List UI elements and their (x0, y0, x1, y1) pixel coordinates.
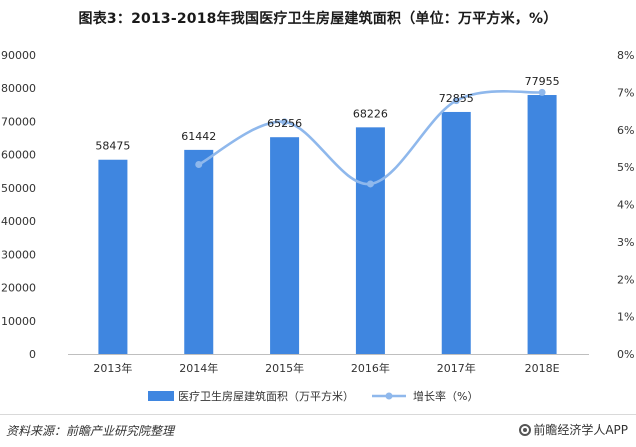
brand: 前瞻经济学人APP (519, 421, 628, 438)
y-right-tick-label: 1% (617, 311, 634, 324)
x-tick-label: 2016年 (351, 361, 390, 375)
y-right-tick-label: 6% (617, 124, 634, 137)
footer: 资料来源：前瞻产业研究院整理 前瞻经济学人APP (0, 414, 636, 447)
x-tick-label: 2013年 (93, 361, 132, 375)
bar (98, 159, 128, 354)
legend-bar-label: 医疗卫生房屋建筑面积（万平方米） (178, 389, 354, 403)
y-left-tick-label: 50000 (1, 182, 36, 195)
growth-rate-point (195, 161, 203, 169)
bar-data-label: 61442 (181, 130, 216, 143)
chart: 0 10000 20000 30000 40000 50000 60000 70000 8000… (1, 49, 634, 403)
y-left-tick-label: 30000 (1, 248, 36, 261)
y-right-tick-label: 7% (617, 86, 634, 99)
y-left-tick-label: 60000 (1, 149, 36, 162)
x-tick-label: 2017年 (437, 361, 476, 375)
qianzhan-logo-icon (519, 424, 532, 436)
growth-rate-point (366, 180, 374, 188)
chart-title: 图表3：2013-2018年我国医疗卫生房屋建筑面积（单位：万平方米，%） (78, 11, 558, 27)
growth-rate-point (281, 118, 289, 126)
y-right-tick-label: 3% (617, 236, 634, 249)
x-tick-label: 2015年 (265, 361, 304, 375)
y-right-tick-label: 0% (617, 348, 634, 361)
source-note: 资料来源：前瞻产业研究院整理 (6, 424, 175, 438)
bar (270, 137, 300, 354)
legend-line-label: 增长率（%） (413, 389, 478, 403)
y-left-tick-label: 40000 (1, 215, 36, 228)
brand-label: 前瞻经济学人APP (533, 423, 628, 437)
bar (184, 149, 214, 354)
bar (441, 111, 471, 354)
y-left-tick-label: 80000 (1, 82, 36, 95)
bar-data-label: 72855 (439, 92, 474, 105)
y-right-tick-label: 2% (617, 273, 634, 286)
y-left-tick-label: 10000 (1, 315, 36, 328)
y-left-tick-label: 20000 (1, 282, 36, 295)
bar-data-label: 77955 (525, 75, 560, 88)
y-left-tick-label: 70000 (1, 115, 36, 128)
legend-bar-swatch (148, 391, 174, 401)
bar (355, 127, 385, 354)
y-left-tick-label: 90000 (1, 49, 36, 62)
growth-rate-point (538, 88, 546, 96)
y-left-tick-label: 0 (29, 348, 36, 361)
legend-line-marker (385, 392, 393, 400)
bar (527, 95, 557, 354)
bar-data-label: 65256 (267, 117, 302, 130)
y-right-tick-label: 4% (617, 199, 634, 212)
bar-data-label: 58475 (95, 140, 130, 153)
y-right-tick-label: 8% (617, 49, 634, 62)
x-tick-label: 2018E (525, 362, 560, 375)
growth-rate-point (452, 97, 460, 105)
y-right-tick-label: 5% (617, 161, 634, 174)
x-tick-label: 2014年 (179, 361, 218, 375)
bar-data-label: 68226 (353, 107, 388, 120)
